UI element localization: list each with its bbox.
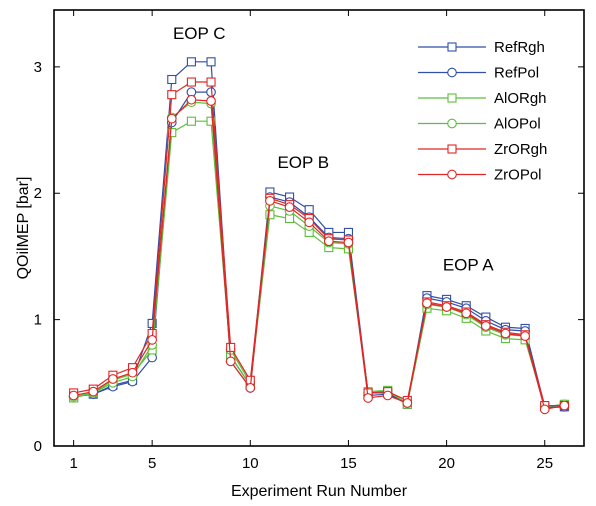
- data-point: [559, 400, 570, 411]
- x-tick-label: 5: [148, 455, 156, 472]
- data-point: [186, 77, 196, 87]
- data-point: [88, 386, 99, 397]
- data-point: [441, 302, 452, 312]
- data-point: [186, 116, 196, 126]
- legend-label: RefRgh: [494, 39, 545, 56]
- data-point: [225, 356, 236, 367]
- y-tick-label: 0: [34, 438, 42, 455]
- data-point: [265, 195, 275, 206]
- x-tick-label: 25: [536, 455, 553, 472]
- legend-label: RefPol: [494, 65, 539, 82]
- annotation-layer: EOP C EOP B EOP A: [173, 24, 494, 274]
- data-point: [127, 367, 138, 378]
- data-point: [539, 404, 550, 415]
- data-point: [206, 57, 216, 67]
- y-tick-label: 1: [34, 312, 42, 329]
- x-tick-label: 15: [340, 455, 357, 472]
- legend-item-zropol: ZrOPol: [418, 167, 542, 184]
- x-axis-label: Experiment Run Number: [231, 483, 408, 500]
- legend-marker: [447, 67, 457, 78]
- data-point: [265, 210, 275, 220]
- y-tick-label: 3: [34, 59, 42, 76]
- x-tick-label: 20: [438, 455, 455, 472]
- legend-marker: [447, 93, 457, 103]
- data-point: [186, 94, 197, 105]
- data-point: [68, 390, 79, 401]
- annotation-eop-c: EOP C: [173, 24, 226, 43]
- data-point: [226, 342, 236, 352]
- annotation-eop-b: EOP B: [277, 153, 329, 172]
- data-point: [206, 77, 216, 87]
- legend-marker: [447, 118, 457, 129]
- data-point: [363, 393, 373, 403]
- legend-box: [411, 33, 573, 185]
- data-point: [343, 237, 354, 248]
- y-tick-label: 2: [34, 185, 42, 202]
- data-point: [402, 398, 413, 408]
- data-point: [167, 74, 177, 85]
- series-layer: [68, 57, 570, 415]
- legend-label: AlOPol: [494, 116, 541, 133]
- legend-label: AlORgh: [494, 90, 547, 107]
- x-tick-label: 10: [242, 455, 259, 472]
- data-point: [520, 331, 530, 341]
- legend-item-zrorgh: ZrORgh: [418, 141, 547, 158]
- data-point: [206, 116, 216, 126]
- data-point: [304, 217, 315, 228]
- legend-marker: [447, 169, 457, 180]
- legend-label: ZrORgh: [494, 141, 547, 158]
- data-point: [284, 202, 295, 212]
- data-point: [147, 334, 157, 345]
- x-tick-label: 1: [69, 455, 77, 472]
- series-zropol: [68, 94, 570, 415]
- legend-marker: [447, 42, 457, 52]
- annotation-eop-a: EOP A: [443, 255, 494, 274]
- data-point: [245, 383, 256, 393]
- data-point: [166, 113, 177, 124]
- legend-marker: [447, 144, 457, 154]
- legend-item-alorgh: AlORgh: [418, 90, 547, 107]
- data-point: [481, 321, 491, 331]
- y-axis-label: QOilMEP [bar]: [15, 177, 32, 280]
- data-point: [108, 374, 118, 384]
- legend-item-refrgh: RefRgh: [418, 39, 545, 56]
- legend-item-alopol: AlOPol: [418, 116, 541, 133]
- data-point: [422, 298, 432, 309]
- legend-label: ZrOPol: [494, 167, 542, 184]
- legend-item-refpol: RefPol: [418, 65, 539, 82]
- data-point: [167, 90, 177, 100]
- data-point: [167, 128, 177, 138]
- data-point: [382, 390, 393, 401]
- data-point: [206, 96, 216, 106]
- data-point: [186, 57, 196, 67]
- data-point: [323, 236, 334, 247]
- legend: RefRgh RefPol AlORgh AlOPol ZrORgh ZrOPol: [411, 33, 573, 185]
- data-point: [461, 308, 472, 319]
- data-point: [500, 328, 511, 339]
